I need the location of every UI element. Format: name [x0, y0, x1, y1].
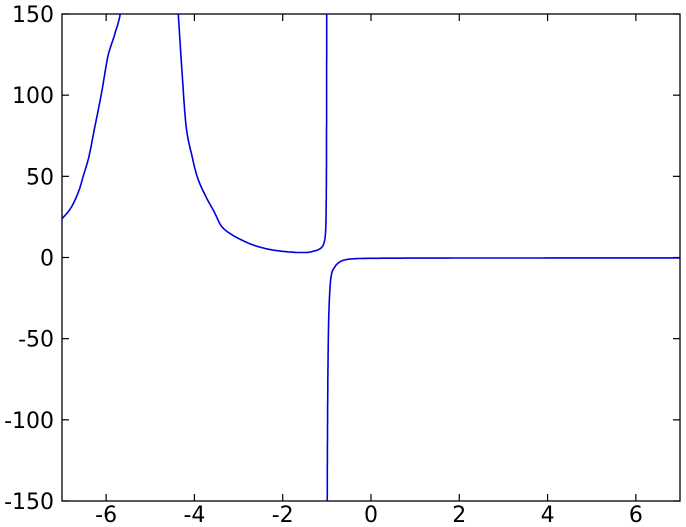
y-tick-label: 50: [26, 165, 54, 190]
y-tick-label: 100: [12, 84, 54, 109]
y-tick-label: -50: [18, 328, 54, 353]
x-tick-label: 6: [629, 503, 643, 527]
x-tick-label: 0: [364, 503, 378, 527]
x-tick-label: 2: [452, 503, 466, 527]
x-tick-label: -2: [272, 503, 294, 527]
curve-f(x): [326, 257, 681, 502]
curve-f(x): [177, 13, 328, 254]
y-tick-label: -150: [4, 490, 54, 515]
y-tick-label: -100: [4, 409, 54, 434]
y-tick-label: 150: [12, 3, 54, 28]
y-tick-label: 0: [40, 247, 54, 272]
curve-f(x): [61, 13, 121, 220]
x-tick-label: -4: [183, 503, 205, 527]
x-tick-label: -6: [95, 503, 117, 527]
x-tick-label: 4: [541, 503, 555, 527]
